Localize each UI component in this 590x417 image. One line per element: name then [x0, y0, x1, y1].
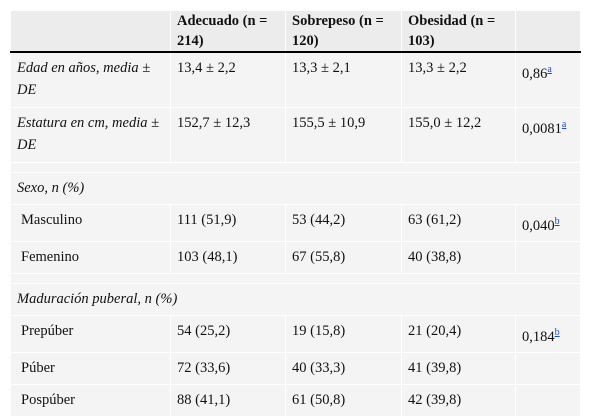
value-cell: 54 (25,2) [170, 314, 286, 353]
value-cell: 19 (15,8) [285, 314, 402, 353]
value-cell: 41 (39,8) [401, 351, 516, 385]
category-label: Pospúber [10, 383, 171, 417]
spacer-row [10, 162, 581, 173]
footnote-link[interactable]: a [547, 64, 552, 75]
spacer-row [10, 272, 581, 284]
p-value: 0,0081 [522, 120, 562, 137]
header-cell: Adecuado (n = 214) [170, 10, 286, 53]
spacer-cell [10, 272, 581, 284]
section-label: Sexo, n (%) [10, 172, 581, 205]
p-value-cell [515, 240, 581, 274]
header-cell: Sobrepeso (n = 120) [285, 10, 402, 53]
p-value: 0,040 [522, 217, 555, 234]
value-cell: 67 (55,8) [285, 240, 402, 274]
p-value-cell: 0,040b [515, 204, 581, 242]
category-label: Prepúber [10, 314, 171, 353]
value-cell: 155,0 ± 12,2 [401, 107, 516, 163]
value-cell: 63 (61,2) [401, 204, 516, 242]
value-cell: 53 (44,2) [285, 204, 402, 242]
section-label: Maduración puberal, n (%) [10, 282, 581, 316]
p-value-cell: 0,184b [515, 314, 581, 353]
category-label: Masculino [10, 204, 171, 242]
value-cell: 13,4 ± 2,2 [170, 51, 286, 108]
p-value-cell: 0,86a [515, 51, 581, 108]
data-row: Púber 72 (33,6) 40 (33,3) 41 (39,8) [10, 351, 581, 385]
category-label: Femenino [10, 240, 171, 274]
p-value-cell [515, 383, 581, 417]
p-value: 0,86 [522, 65, 548, 82]
value-cell: 21 (20,4) [401, 314, 516, 353]
section-row: Sexo, n (%) [10, 172, 581, 205]
footnote-ref: a [547, 61, 551, 75]
category-label: Púber [10, 351, 171, 385]
data-row: Femenino 103 (48,1) 67 (55,8) 40 (38,8) [10, 240, 581, 274]
data-row: Masculino 111 (51,9) 53 (44,2) 63 (61,2) 0,0… [10, 204, 581, 242]
footnote-link[interactable]: b [554, 216, 560, 227]
value-cell: 103 (48,1) [170, 240, 286, 274]
footnote-link[interactable]: a [561, 119, 567, 130]
footnote-ref: a [562, 116, 566, 130]
data-row: Edad en años, media ± DE 13,4 ± 2,2 13,3 ±… [10, 51, 581, 108]
value-cell: 88 (41,1) [170, 383, 286, 417]
section-row: Maduración puberal, n (%) [10, 282, 581, 316]
value-cell: 111 (51,9) [170, 204, 286, 242]
p-value-cell [515, 351, 581, 385]
header-row: Adecuado (n = 214) Sobrepeso (n = 120) Obe… [10, 10, 581, 53]
value-cell: 40 (33,3) [285, 351, 402, 385]
value-cell: 13,3 ± 2,1 [285, 51, 402, 108]
variable-label: Estatura en cm, media ± DE [10, 107, 171, 163]
value-cell: 13,3 ± 2,2 [401, 51, 516, 108]
value-cell: 152,7 ± 12,3 [170, 107, 286, 163]
value-cell: 42 (39,8) [401, 383, 516, 417]
header-cell [515, 10, 581, 53]
p-value-cell: 0,0081a [515, 107, 581, 163]
data-row: Prepúber 54 (25,2) 19 (15,8) 21 (20,4) 0,184… [10, 314, 581, 353]
value-cell: 72 (33,6) [170, 351, 286, 385]
value-cell: 155,5 ± 10,9 [285, 107, 402, 163]
spacer-cell [10, 162, 581, 173]
data-row: Estatura en cm, media ± DE 152,7 ± 12,3 15… [10, 107, 581, 163]
variable-label: Edad en años, media ± DE [10, 51, 171, 108]
footnote-link[interactable]: b [554, 326, 560, 338]
p-value: 0,184 [522, 328, 555, 345]
data-row: Pospúber 88 (41,1) 61 (50,8) 42 (39,8) [10, 383, 581, 417]
footnote-ref: b [555, 213, 560, 227]
footnote-ref: b [555, 324, 560, 338]
header-cell [10, 10, 171, 53]
value-cell: 40 (38,8) [401, 240, 516, 274]
header-cell: Obesidad (n = 103) [401, 10, 516, 53]
value-cell: 61 (50,8) [285, 383, 402, 417]
data-table: Adecuado (n = 214) Sobrepeso (n = 120) Obe… [10, 10, 581, 417]
